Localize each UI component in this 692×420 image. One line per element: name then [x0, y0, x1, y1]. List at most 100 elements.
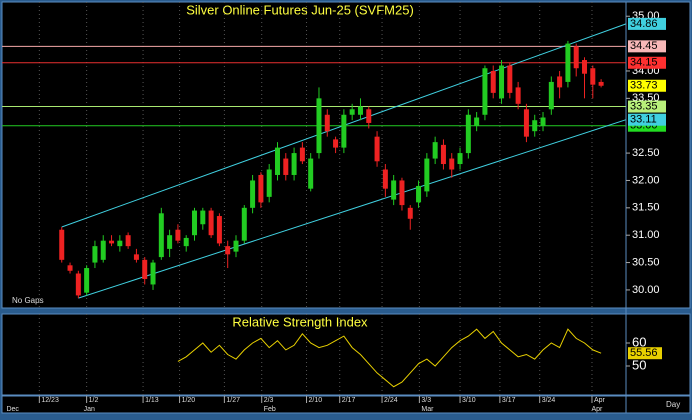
rsi-line: [177, 328, 602, 388]
candle-body: [92, 246, 98, 263]
candle-body: [175, 229, 181, 241]
candle-body: [573, 46, 579, 69]
y-tick-label: 31.50: [632, 202, 660, 214]
y-tick-label: 31.00: [632, 229, 660, 241]
candle-body: [507, 65, 513, 93]
candle-body: [382, 169, 388, 189]
date-axis: [1, 395, 691, 414]
candle-body: [357, 106, 363, 115]
candle-body: [299, 147, 305, 162]
candle-body: [241, 207, 247, 241]
candle-body: [540, 117, 546, 126]
candle-body: [582, 60, 588, 74]
channel-label: 34.86: [630, 18, 658, 30]
candle-body: [84, 268, 90, 293]
candle-body: [167, 235, 173, 249]
x-tick-label: 1/2: [89, 397, 99, 404]
candle-body: [266, 169, 272, 197]
channel-line: [78, 119, 627, 299]
x-tick-label: 2/24: [384, 397, 398, 404]
candle-body: [598, 81, 604, 86]
candle-body: [548, 81, 554, 110]
candle-body: [333, 139, 339, 148]
candle-body: [457, 153, 463, 165]
value-box: [628, 17, 666, 30]
candle-body: [399, 180, 405, 206]
candle-body: [67, 265, 73, 271]
candle-body: [490, 70, 496, 93]
x-tick-label: 1/20: [182, 397, 196, 404]
candle-body: [523, 109, 529, 137]
candle-body: [250, 180, 256, 208]
candle-body: [590, 68, 596, 85]
candle-body: [208, 210, 214, 236]
candle-body: [109, 240, 115, 244]
candle-body: [150, 262, 156, 285]
candle-body: [200, 210, 206, 225]
price-panel: [1, 1, 691, 309]
rsi-panel: [1, 313, 691, 396]
value-box: [628, 100, 666, 113]
x-tick-label: 1/13: [145, 397, 159, 404]
candle-body: [192, 210, 198, 236]
candle-body: [416, 185, 422, 203]
level-label: 34.45: [630, 40, 658, 52]
channel-label: 33.11: [630, 114, 657, 126]
y-tick-label: 30.50: [632, 256, 660, 268]
value-box: [628, 79, 666, 92]
candle-body: [283, 158, 289, 175]
month-label: Jan: [84, 406, 95, 413]
y-tick-label: 30.00: [632, 284, 660, 296]
period-label: Day: [666, 400, 680, 409]
candle-body: [233, 240, 239, 252]
candle-body: [183, 237, 189, 247]
candle-body: [316, 98, 322, 154]
candle-body: [324, 114, 330, 132]
candle-body: [465, 114, 471, 154]
candle-body: [274, 147, 280, 175]
level-label: 33.35: [630, 100, 658, 112]
candle-body: [432, 142, 438, 159]
x-tick-label: 2/17: [342, 397, 356, 404]
candle-body: [117, 240, 123, 247]
candle-body: [125, 235, 131, 247]
value-box: [628, 347, 662, 360]
x-tick-label: 3/17: [502, 397, 516, 404]
y-tick-label: 32.50: [632, 147, 660, 159]
value-box: [628, 113, 666, 126]
candle-body: [424, 158, 430, 192]
value-box: [628, 40, 666, 53]
x-tick-label: 1/27: [226, 397, 240, 404]
candle-body: [449, 158, 455, 170]
candle-body: [349, 109, 355, 115]
candle-body: [341, 114, 347, 148]
candle-body: [59, 229, 65, 260]
value-box: [628, 56, 666, 69]
x-tick-label: 3/10: [462, 397, 476, 404]
candle-body: [565, 43, 571, 82]
candle-body: [374, 136, 380, 162]
candle-body: [216, 216, 222, 244]
candle-body: [499, 65, 505, 99]
candle-body: [142, 259, 148, 279]
x-tick-label: 3/24: [542, 397, 556, 404]
month-label: Mar: [421, 406, 434, 413]
candle-body: [75, 273, 81, 296]
y-tick-label: 60: [632, 334, 646, 349]
candle-body: [158, 213, 164, 258]
rsi-last-label: 55.56: [630, 347, 658, 359]
candle-body: [258, 174, 264, 203]
candle-body: [515, 87, 521, 104]
month-label: Apr: [591, 406, 603, 413]
month-label: Dec: [6, 406, 19, 413]
x-tick-label: 3/3: [421, 397, 431, 404]
candle-body: [133, 254, 139, 260]
candle-body: [474, 117, 480, 126]
candle-body: [407, 207, 413, 219]
candle-body: [308, 158, 314, 189]
candle-body: [100, 240, 106, 260]
rsi-title: Relative Strength Index: [232, 314, 368, 329]
gap-note: No Gaps: [12, 296, 44, 305]
x-tick-label: 2/10: [309, 397, 323, 404]
